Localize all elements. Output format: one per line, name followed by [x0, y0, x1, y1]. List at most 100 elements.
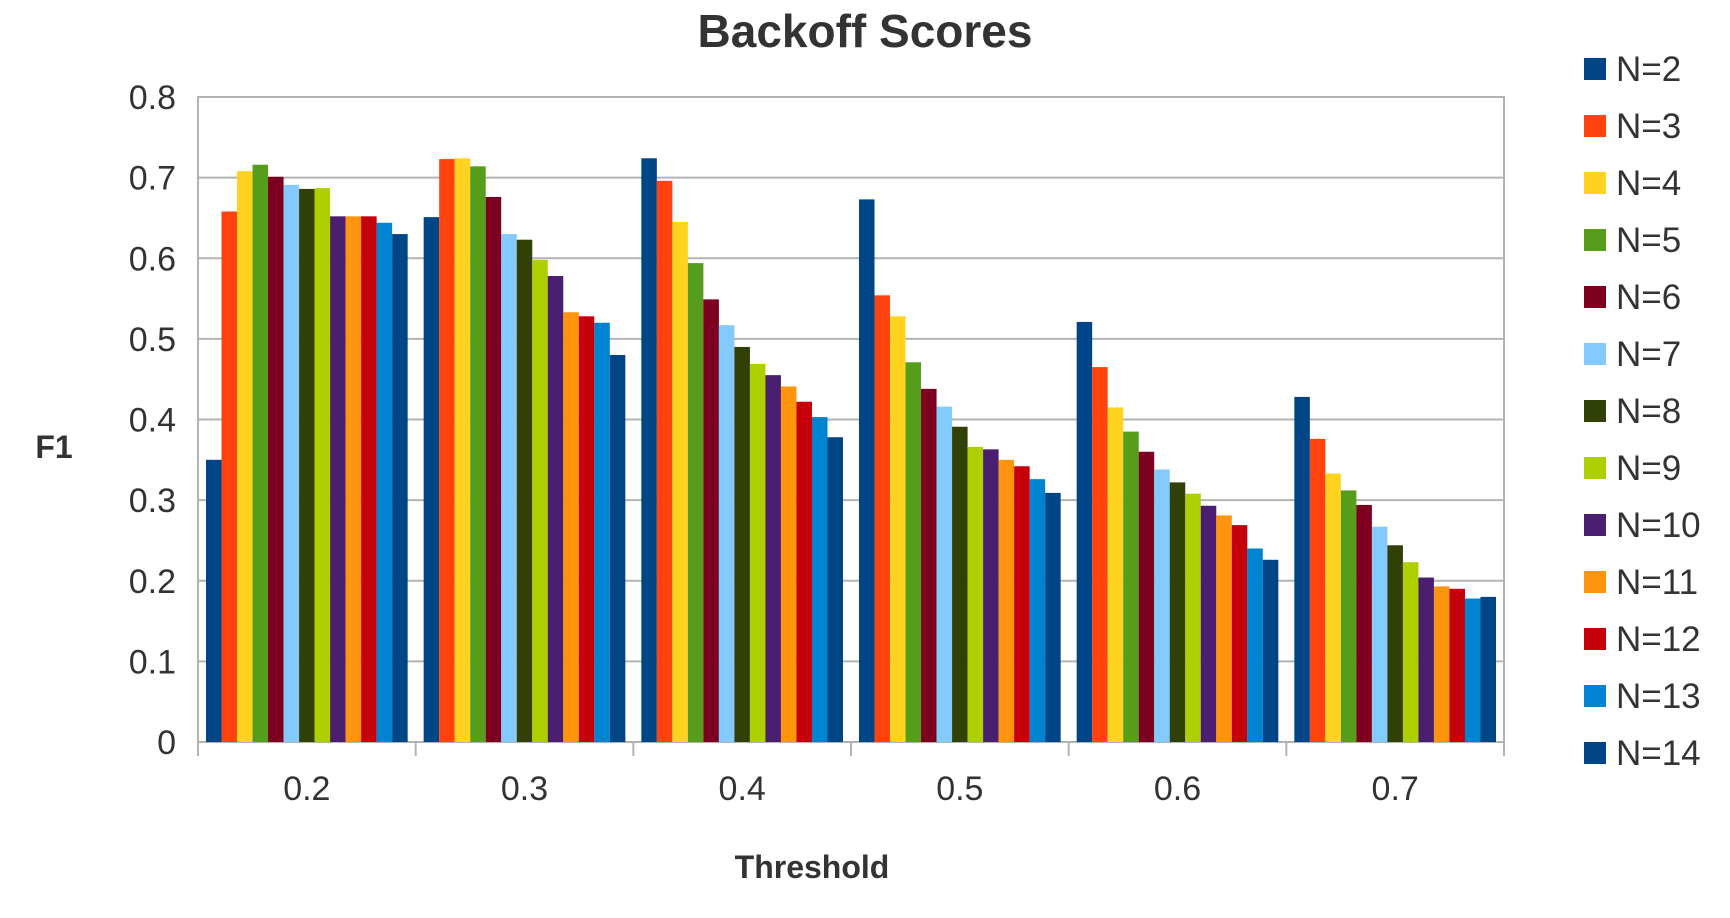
bar-n6-0.6	[1138, 451, 1155, 742]
x-tick-label: 0.2	[283, 770, 330, 808]
bar-n14-0.7	[1480, 596, 1496, 742]
x-tick-label: 0.6	[1154, 770, 1201, 808]
bar-n10-0.4	[765, 375, 781, 742]
legend-label: N=3	[1616, 107, 1681, 146]
bar-n9-0.4	[749, 363, 766, 742]
bar-n7-0.7	[1371, 526, 1388, 742]
bar-n3-0.4	[656, 180, 673, 743]
bar-n7-0.5	[936, 406, 953, 742]
bar-n8-0.2	[299, 188, 315, 743]
bars	[206, 158, 1496, 743]
bar-n11-0.3	[563, 312, 579, 742]
bar-n5-0.7	[1340, 490, 1357, 742]
bar-n10-0.3	[547, 275, 564, 742]
bar-n12-0.3	[578, 316, 595, 742]
bar-n13-0.3	[594, 322, 610, 742]
bar-n11-0.6	[1216, 515, 1232, 742]
bar-n5-0.3	[470, 166, 486, 742]
bar-n12-0.6	[1231, 525, 1248, 742]
legend-swatch	[1584, 172, 1606, 194]
y-tick-label: 0.4	[129, 402, 176, 440]
bar-n4-0.7	[1325, 473, 1341, 742]
bar-n4-0.2	[237, 171, 253, 743]
legend-label: N=5	[1616, 221, 1681, 260]
legend-label: N=2	[1616, 50, 1681, 89]
bar-n3-0.7	[1309, 438, 1326, 742]
y-tick-label: 0.6	[129, 240, 176, 278]
bar-n11-0.7	[1433, 586, 1450, 742]
bar-n5-0.5	[905, 362, 922, 742]
legend-swatch	[1584, 343, 1606, 365]
bar-n11-0.5	[998, 459, 1015, 742]
legend-swatch	[1584, 457, 1606, 479]
bar-n3-0.5	[874, 295, 891, 742]
bar-n4-0.6	[1107, 407, 1124, 742]
bar-n12-0.2	[361, 216, 377, 742]
bar-n9-0.3	[532, 259, 548, 742]
bar-n12-0.4	[796, 401, 812, 742]
legend-swatch	[1584, 514, 1606, 536]
bar-n9-0.6	[1185, 493, 1201, 742]
bar-n8-0.6	[1169, 482, 1186, 742]
bar-n7-0.3	[501, 234, 517, 742]
bar-n6-0.3	[485, 196, 502, 743]
x-tick-label: 0.4	[719, 770, 766, 808]
bar-n2-0.3	[423, 217, 440, 743]
y-tick-label: 0.1	[129, 643, 176, 681]
bar-n10-0.6	[1200, 505, 1217, 742]
legend-label: N=4	[1616, 164, 1681, 203]
bar-n8-0.3	[516, 239, 533, 743]
bar-n6-0.2	[268, 176, 284, 743]
bar-n13-0.4	[811, 417, 828, 742]
legend-swatch	[1584, 286, 1606, 308]
x-tick-label: 0.5	[936, 770, 983, 808]
bar-n8-0.7	[1387, 545, 1403, 742]
y-tick-label: 0	[157, 724, 176, 762]
legend-swatch	[1584, 58, 1606, 80]
x-tick-label: 0.7	[1372, 770, 1419, 808]
bar-n9-0.5	[967, 446, 984, 742]
bar-n6-0.5	[921, 388, 937, 742]
y-axis-title: F1	[35, 429, 72, 465]
y-axis: 0 0.1 0.2 0.3 0.4 0.5 0.6 0.7 0.8	[129, 79, 176, 762]
legend-swatch	[1584, 229, 1606, 251]
legend-label: N=13	[1616, 677, 1701, 716]
legend-label: N=6	[1616, 278, 1681, 317]
bar-n6-0.7	[1356, 504, 1372, 742]
bar-n14-0.3	[609, 355, 626, 742]
bar-n13-0.2	[376, 222, 393, 742]
bar-n14-0.6	[1262, 559, 1279, 742]
y-tick-label: 0.3	[129, 482, 176, 520]
bar-n14-0.2	[392, 234, 408, 742]
legend-swatch	[1584, 742, 1606, 764]
legend-label: N=11	[1616, 563, 1698, 602]
bar-n9-0.7	[1402, 562, 1419, 742]
legend-label: N=8	[1616, 392, 1681, 431]
bar-n9-0.2	[314, 188, 331, 742]
bar-n5-0.6	[1123, 431, 1139, 742]
legend-label: N=7	[1616, 335, 1681, 374]
legend-label: N=9	[1616, 449, 1681, 488]
y-tick-label: 0.7	[129, 160, 176, 198]
legend-swatch	[1584, 628, 1606, 650]
bar-n7-0.2	[283, 184, 300, 743]
bar-n8-0.4	[734, 346, 750, 742]
x-axis-title: Threshold	[735, 849, 890, 885]
legend-swatch	[1584, 571, 1606, 593]
legend-label: N=10	[1616, 506, 1701, 545]
bar-n13-0.7	[1464, 598, 1481, 742]
bar-n4-0.5	[890, 316, 906, 742]
bar-n4-0.3	[454, 158, 471, 742]
bar-n5-0.4	[687, 263, 704, 742]
bar-n7-0.4	[718, 325, 735, 742]
bar-n2-0.2	[206, 459, 222, 742]
y-tick-label: 0.8	[129, 79, 176, 117]
legend-swatch	[1584, 115, 1606, 137]
bar-n10-0.5	[983, 449, 999, 742]
bar-n11-0.4	[780, 386, 797, 742]
bar-n11-0.2	[345, 216, 362, 742]
bar-n3-0.3	[439, 159, 455, 743]
bar-n4-0.4	[672, 221, 688, 742]
